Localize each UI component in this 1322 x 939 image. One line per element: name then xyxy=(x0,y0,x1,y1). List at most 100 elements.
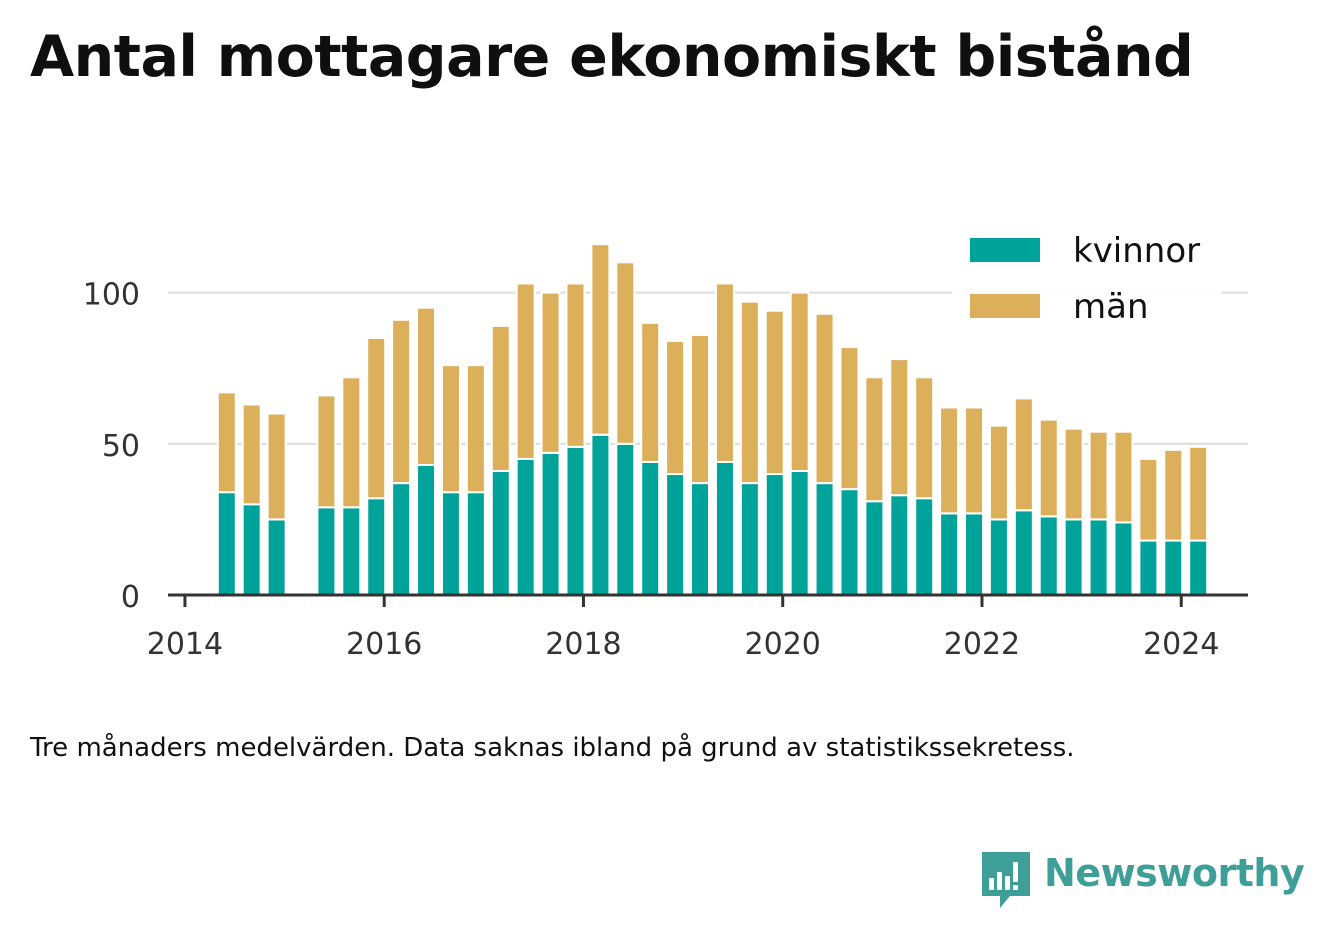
bar-kvinnor-22 xyxy=(789,470,810,596)
bar-män-9 xyxy=(465,364,486,494)
bar-män-5 xyxy=(366,336,387,500)
bar-kvinnor-38 xyxy=(1188,539,1209,596)
bar-kvinnor-0 xyxy=(216,491,237,597)
bars xyxy=(216,243,1209,597)
bar-män-11 xyxy=(515,282,536,460)
bar-kvinnor-4 xyxy=(341,506,362,597)
bar-män-28 xyxy=(939,406,960,515)
bar-kvinnor-13 xyxy=(565,445,586,596)
bar-kvinnor-2 xyxy=(266,518,287,596)
x-tick-label: 2016 xyxy=(346,627,422,662)
bar-kvinnor-23 xyxy=(814,482,835,596)
bar-kvinnor-36 xyxy=(1138,539,1159,596)
bar-män-17 xyxy=(665,339,686,476)
bar-män-31 xyxy=(1013,397,1034,512)
chart-title: Antal mottagare ekonomiskt bistånd xyxy=(30,24,1194,90)
bar-män-25 xyxy=(864,376,885,503)
bar-män-35 xyxy=(1113,430,1134,524)
y-tick-label: 0 xyxy=(121,580,140,615)
bar-män-16 xyxy=(640,321,661,463)
bar-kvinnor-27 xyxy=(914,497,935,596)
bar-kvinnor-35 xyxy=(1113,521,1134,597)
x-tick-label: 2020 xyxy=(745,627,821,662)
chart-area: 2014 2016 2018 2020 2022 2024 0 50 100 kvinnor m… xyxy=(82,222,1248,662)
bar-män-0 xyxy=(216,391,237,494)
bar-kvinnor-33 xyxy=(1063,518,1084,596)
legend-label-kvinnor: kvinnor xyxy=(1073,231,1200,271)
footnote: Tre månaders medelvärden. Data saknas ib… xyxy=(30,733,1075,763)
bar-kvinnor-12 xyxy=(540,451,561,597)
y-tick-label: 50 xyxy=(102,429,140,464)
bar-kvinnor-26 xyxy=(889,494,910,596)
bar-män-19 xyxy=(714,282,735,463)
bar-män-1 xyxy=(241,403,262,506)
bar-män-18 xyxy=(690,333,711,485)
y-tick-label: 100 xyxy=(83,278,140,313)
bar-män-20 xyxy=(739,300,760,485)
bar-män-12 xyxy=(540,291,561,454)
bar-kvinnor-16 xyxy=(640,460,661,596)
bar-kvinnor-8 xyxy=(440,491,461,597)
bar-kvinnor-29 xyxy=(964,512,985,597)
bar-kvinnor-7 xyxy=(416,463,437,597)
bar-män-22 xyxy=(789,291,810,473)
bar-kvinnor-5 xyxy=(366,497,387,596)
x-tick-label: 2018 xyxy=(545,627,621,662)
bar-män-10 xyxy=(490,324,511,473)
bar-kvinnor-10 xyxy=(490,470,511,596)
bar-kvinnor-9 xyxy=(465,491,486,597)
bar-män-4 xyxy=(341,376,362,509)
bar-kvinnor-31 xyxy=(1013,509,1034,596)
bar-kvinnor-1 xyxy=(241,503,262,597)
bar-män-21 xyxy=(764,309,785,476)
brand-name: Newsworthy xyxy=(1044,851,1305,895)
bar-kvinnor-34 xyxy=(1088,518,1109,596)
bar-män-27 xyxy=(914,376,935,500)
x-tick-label: 2014 xyxy=(147,627,223,662)
bar-män-14 xyxy=(590,243,611,436)
bar-kvinnor-19 xyxy=(714,460,735,596)
bar-kvinnor-17 xyxy=(665,473,686,596)
bar-män-33 xyxy=(1063,427,1084,521)
bar-män-15 xyxy=(615,261,636,445)
brand-logo[interactable]: Newsworthy xyxy=(980,848,1305,912)
bar-kvinnor-14 xyxy=(590,433,611,596)
bar-kvinnor-24 xyxy=(839,488,860,596)
x-axis: 2014 2016 2018 2020 2022 2024 xyxy=(147,593,1248,662)
bar-män-30 xyxy=(988,424,1009,521)
bar-kvinnor-25 xyxy=(864,500,885,596)
bar-män-26 xyxy=(889,358,910,497)
bar-män-2 xyxy=(266,412,287,521)
bar-män-13 xyxy=(565,282,586,448)
newsworthy-logo-icon xyxy=(982,852,1030,908)
bar-män-37 xyxy=(1163,448,1184,542)
y-axis-ticks: 0 50 100 xyxy=(83,278,140,615)
x-tick-label: 2024 xyxy=(1143,627,1219,662)
bar-kvinnor-11 xyxy=(515,457,536,596)
bar-män-29 xyxy=(964,406,985,515)
x-tick-label: 2022 xyxy=(944,627,1020,662)
bar-män-23 xyxy=(814,312,835,485)
legend-swatch-kvinnor xyxy=(970,238,1040,262)
bar-kvinnor-28 xyxy=(939,512,960,597)
bar-män-36 xyxy=(1138,457,1159,542)
bar-kvinnor-30 xyxy=(988,518,1009,596)
bar-kvinnor-37 xyxy=(1163,539,1184,596)
bar-män-7 xyxy=(416,306,437,466)
legend: kvinnor män xyxy=(952,222,1222,334)
bar-män-34 xyxy=(1088,430,1109,521)
bar-män-32 xyxy=(1038,418,1059,518)
bar-kvinnor-6 xyxy=(391,482,412,596)
bar-män-6 xyxy=(391,318,412,485)
legend-swatch-män xyxy=(970,294,1040,318)
bar-kvinnor-3 xyxy=(316,506,337,597)
bar-kvinnor-21 xyxy=(764,473,785,596)
bar-män-8 xyxy=(440,364,461,494)
bar-kvinnor-18 xyxy=(690,482,711,596)
bar-kvinnor-32 xyxy=(1038,515,1059,597)
bar-män-38 xyxy=(1188,445,1209,542)
bar-män-24 xyxy=(839,346,860,491)
bar-kvinnor-15 xyxy=(615,442,636,596)
legend-label-män: män xyxy=(1073,287,1149,327)
bar-kvinnor-20 xyxy=(739,482,760,596)
